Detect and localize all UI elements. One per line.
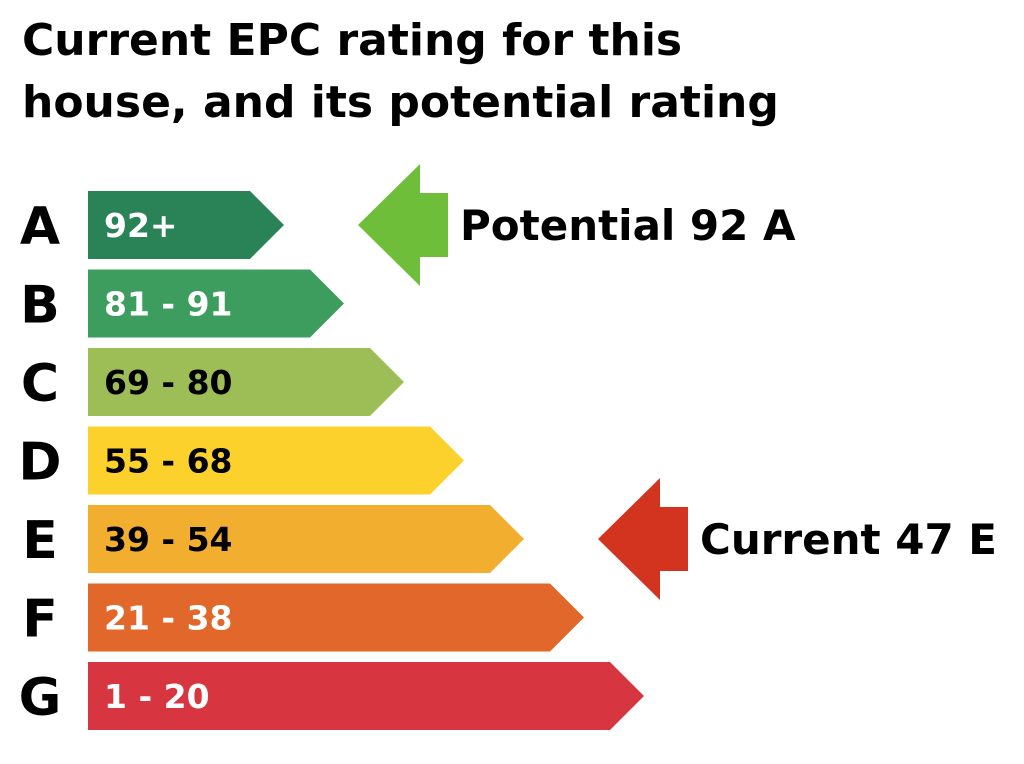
band-range-label: 55 - 68 <box>104 442 233 481</box>
band-c: C 69 - 80 <box>21 348 404 416</box>
band-b: B 81 - 91 <box>20 269 344 338</box>
band-bar <box>88 426 464 495</box>
band-range-label: 81 - 91 <box>104 285 233 324</box>
potential-rating-arrow-icon <box>358 164 448 286</box>
band-e: E 39 - 54 <box>22 505 524 573</box>
band-a: A 92+ <box>20 191 284 259</box>
band-bar <box>88 191 284 259</box>
band-letter: G <box>19 668 62 728</box>
band-bar <box>88 583 584 652</box>
current-rating-arrow-icon <box>598 478 688 600</box>
band-letter: B <box>20 276 60 336</box>
band-g: G 1 - 20 <box>19 662 644 730</box>
potential-rating-indicator: Potential 92 A <box>358 164 796 286</box>
band-d: D 55 - 68 <box>18 426 464 495</box>
band-letter: D <box>18 433 61 493</box>
current-rating-indicator: Current 47 E <box>598 478 997 600</box>
page-title: Current EPC rating for this house, and i… <box>22 15 779 128</box>
current-rating-label: Current 47 E <box>700 515 997 564</box>
band-letter: C <box>21 354 59 414</box>
band-range-label: 1 - 20 <box>104 677 210 716</box>
band-letter: F <box>22 590 58 650</box>
band-letter: A <box>20 197 60 257</box>
band-range-label: 69 - 80 <box>104 363 233 402</box>
band-bar <box>88 505 524 573</box>
band-range-label: 21 - 38 <box>104 599 233 638</box>
band-range-label: 39 - 54 <box>104 520 233 559</box>
band-bar <box>88 348 404 416</box>
band-letter: E <box>22 511 58 571</box>
band-bar <box>88 662 644 730</box>
band-range-label: 92+ <box>104 206 178 245</box>
potential-rating-label: Potential 92 A <box>460 201 796 250</box>
band-bar <box>88 269 344 338</box>
band-f: F 21 - 38 <box>22 583 584 652</box>
